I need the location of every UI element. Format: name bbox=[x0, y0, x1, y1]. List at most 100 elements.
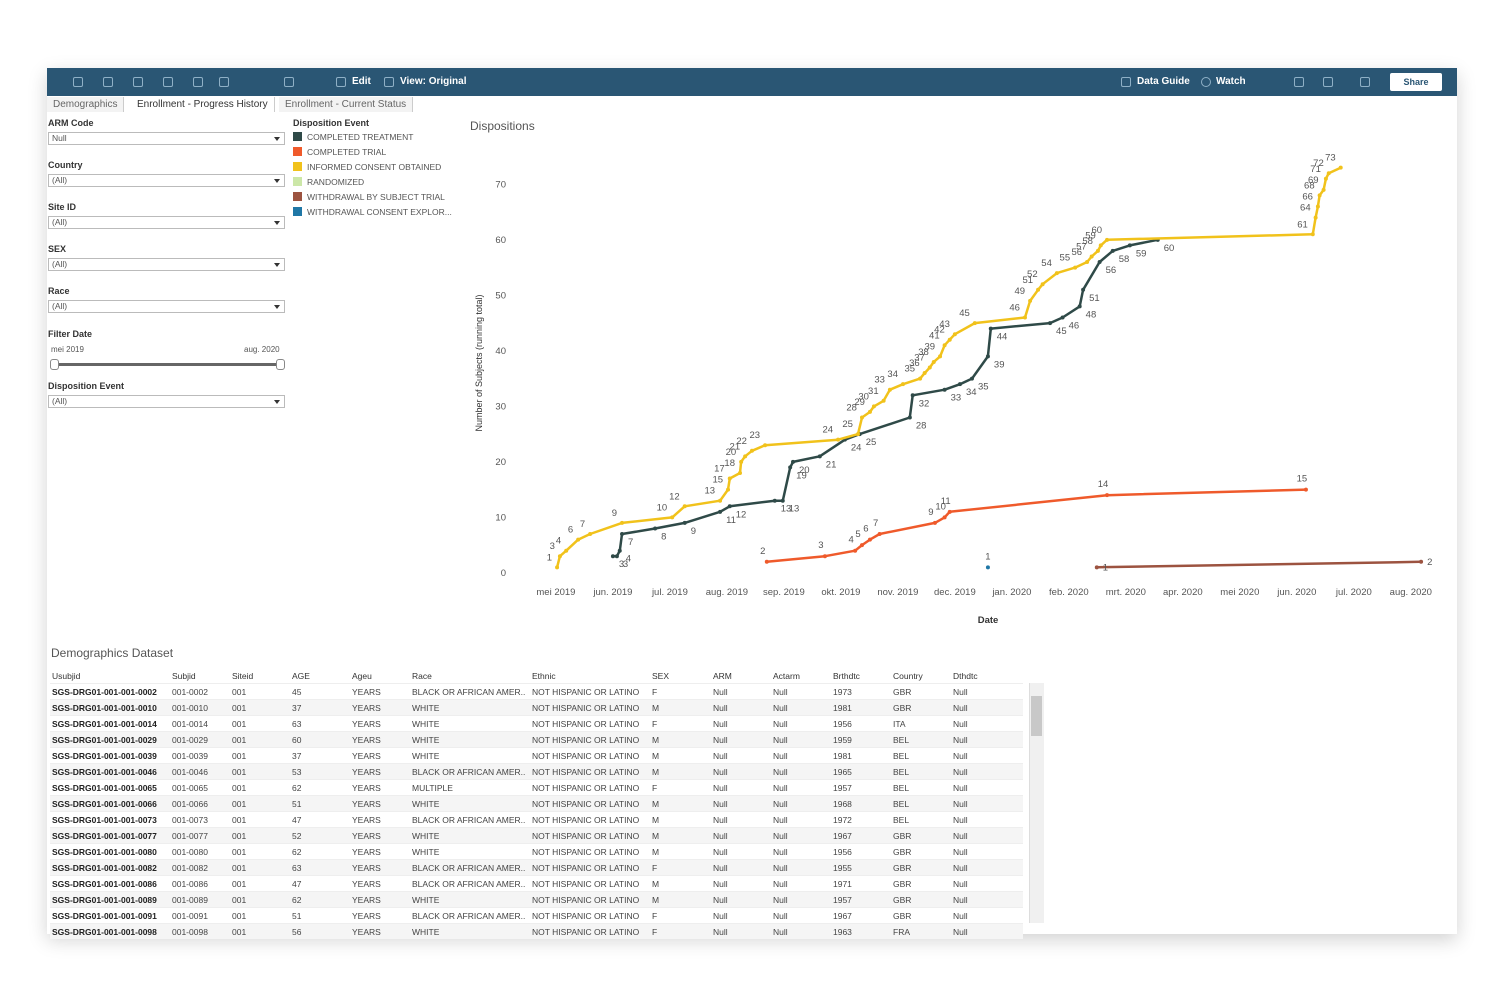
pause-icon[interactable] bbox=[193, 77, 203, 87]
table-cell: SGS-DRG01-001-001-0039 bbox=[50, 747, 170, 764]
legend-item[interactable]: COMPLETED TREATMENT bbox=[293, 130, 452, 145]
metrics-icon[interactable] bbox=[284, 77, 294, 87]
data-label: 12 bbox=[736, 509, 747, 520]
watch-button[interactable]: Watch bbox=[1216, 76, 1246, 87]
revert-icon[interactable] bbox=[133, 77, 143, 87]
filter-dropdown[interactable]: (All) bbox=[48, 300, 285, 313]
data-label: 8 bbox=[661, 531, 666, 542]
data-label: 46 bbox=[1069, 321, 1080, 332]
table-cell: Null bbox=[771, 683, 831, 700]
scroll-thumb[interactable] bbox=[1031, 696, 1042, 736]
x-tick-label: jul. 2020 bbox=[1335, 587, 1372, 598]
fullscreen-icon[interactable] bbox=[1360, 77, 1370, 87]
view-button[interactable]: View: Original bbox=[400, 76, 467, 87]
table-cell: Null bbox=[771, 779, 831, 796]
table-cell: NOT HISPANIC OR LATINO bbox=[530, 731, 650, 748]
table-cell: 1957 bbox=[831, 779, 891, 796]
table-cell: Null bbox=[951, 859, 1023, 876]
legend-item[interactable]: RANDOMIZED bbox=[293, 175, 452, 190]
data-label: 9 bbox=[928, 507, 933, 518]
table-cell: M bbox=[650, 891, 711, 908]
tab[interactable]: Demographics bbox=[47, 97, 125, 112]
column-header: Actarm bbox=[773, 670, 800, 681]
data-point bbox=[718, 509, 723, 514]
table-cell: 1971 bbox=[831, 875, 891, 892]
data-point bbox=[1105, 493, 1110, 498]
data-label: 10 bbox=[935, 501, 946, 512]
legend-item[interactable]: WITHDRAWAL BY SUBJECT TRIAL bbox=[293, 190, 452, 205]
data-point bbox=[938, 354, 943, 359]
table-cell: 001 bbox=[230, 827, 290, 844]
data-guide-button[interactable]: Data Guide bbox=[1137, 76, 1190, 87]
table-cell: WHITE bbox=[410, 795, 530, 812]
table-cell: Null bbox=[711, 875, 771, 892]
table-cell: WHITE bbox=[410, 891, 530, 908]
table-cell: 1967 bbox=[831, 827, 891, 844]
table-cell: GBR bbox=[891, 699, 951, 716]
undo-icon[interactable] bbox=[73, 77, 83, 87]
data-label: 6 bbox=[568, 525, 573, 536]
legend-swatch bbox=[293, 162, 302, 171]
tab[interactable]: Enrollment - Progress History bbox=[131, 97, 275, 112]
data-label: 33 bbox=[874, 375, 885, 386]
comment-icon[interactable] bbox=[1294, 77, 1304, 87]
table-cell: 001-0039 bbox=[170, 747, 230, 764]
table-cell: BEL bbox=[891, 763, 951, 780]
filter-dropdown[interactable]: (All) bbox=[48, 216, 285, 229]
table-cell: Null bbox=[711, 891, 771, 908]
data-point bbox=[985, 565, 990, 570]
header-row: Usubjid Subjid Siteid AGE Ageu Race Ethnic SEX A… bbox=[50, 668, 1023, 684]
table-cell: 51 bbox=[290, 907, 350, 924]
table-cell: Null bbox=[771, 923, 831, 939]
data-label: 4 bbox=[848, 535, 853, 546]
table-cell: GBR bbox=[891, 875, 951, 892]
share-button[interactable]: Share bbox=[1390, 73, 1442, 91]
tab[interactable]: Enrollment - Current Status bbox=[279, 97, 414, 112]
slider-knob[interactable] bbox=[276, 359, 285, 370]
table-cell: 001 bbox=[230, 731, 290, 748]
table-cell: 001-0073 bbox=[170, 811, 230, 828]
data-label: 22 bbox=[736, 436, 747, 447]
table-cell: SGS-DRG01-001-001-0098 bbox=[50, 923, 170, 939]
data-label: 34 bbox=[966, 387, 977, 398]
table-cell: BLACK OR AFRICAN AMER.. bbox=[410, 875, 530, 892]
table-cell: Null bbox=[711, 827, 771, 844]
data-label: 19 bbox=[796, 470, 807, 481]
replay-icon[interactable] bbox=[219, 77, 229, 87]
table-cell: Null bbox=[771, 859, 831, 876]
data-point bbox=[1326, 171, 1331, 176]
data-label: 48 bbox=[1086, 309, 1097, 320]
scrollbar[interactable] bbox=[1029, 683, 1044, 923]
data-label: 23 bbox=[750, 430, 761, 441]
table-cell: 47 bbox=[290, 811, 350, 828]
data-label: 24 bbox=[822, 425, 833, 436]
edit-button[interactable]: Edit bbox=[352, 76, 371, 87]
table-cell: Null bbox=[711, 715, 771, 732]
data-point bbox=[1036, 287, 1041, 292]
data-label: 1 bbox=[985, 551, 990, 562]
legend-label: INFORMED CONSENT OBTAINED bbox=[307, 162, 442, 172]
table-cell: 51 bbox=[290, 795, 350, 812]
filter-dropdown[interactable]: (All) bbox=[48, 174, 285, 187]
slider-knob[interactable] bbox=[50, 359, 59, 370]
filter-dropdown[interactable]: Null bbox=[48, 132, 285, 145]
data-label: 73 bbox=[1325, 153, 1336, 164]
filter-dropdown[interactable]: (All) bbox=[48, 395, 285, 408]
data-label: 9 bbox=[691, 526, 696, 537]
legend-item[interactable]: WITHDRAWAL CONSENT EXPLOR... bbox=[293, 205, 452, 220]
redo-icon[interactable] bbox=[103, 77, 113, 87]
legend-item[interactable]: INFORMED CONSENT OBTAINED bbox=[293, 160, 452, 175]
refresh-icon[interactable] bbox=[163, 77, 173, 87]
legend-item[interactable]: COMPLETED TRIAL bbox=[293, 145, 452, 160]
x-tick-label: okt. 2019 bbox=[821, 587, 860, 598]
data-point bbox=[682, 504, 687, 509]
table-cell: GBR bbox=[891, 843, 951, 860]
data-point bbox=[620, 532, 625, 537]
data-label: 29 bbox=[854, 397, 865, 408]
table-cell: NOT HISPANIC OR LATINO bbox=[530, 811, 650, 828]
download-icon[interactable] bbox=[1323, 77, 1333, 87]
table-row: SGS-DRG01-001-001-0010 001-0010 001 37 YEARS… bbox=[50, 699, 1023, 716]
data-label: 55 bbox=[1060, 253, 1071, 264]
filter-dropdown[interactable]: (All) bbox=[48, 258, 285, 271]
data-point bbox=[1081, 287, 1086, 292]
